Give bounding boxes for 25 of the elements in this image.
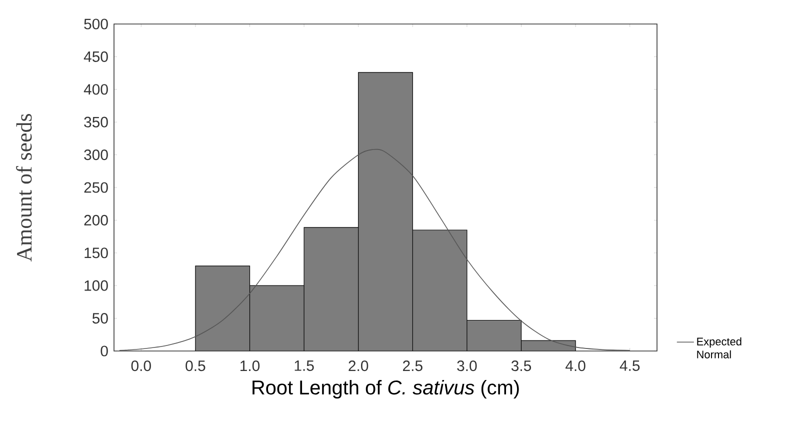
x-tick-label: 4.0: [566, 360, 586, 372]
y-tick-label: 300: [84, 150, 108, 160]
x-tick-label: 0.0: [131, 360, 151, 372]
y-tick-label: 0: [100, 346, 108, 356]
y-tick-label: 400: [84, 84, 108, 95]
x-axis-title: Root Length of C. sativus (cm): [252, 380, 519, 399]
x-tick-label: 3.5: [511, 360, 532, 372]
x-tick-label: 1.5: [294, 360, 314, 371]
x-tick-label: 1.0: [240, 360, 260, 372]
x-tick-label: 3.0: [457, 360, 477, 372]
x-tick-label: 2.5: [403, 360, 422, 372]
x-tick-label: 0.5: [186, 360, 206, 372]
y-tick-label: 250: [84, 182, 108, 193]
y-tick-label: 50: [92, 313, 108, 324]
line-series: [119, 149, 630, 351]
y-tick-label: 100: [84, 280, 108, 291]
y-tick-label: 150: [84, 248, 108, 258]
y-tick-label: 450: [84, 51, 108, 62]
x-tick-label: 2.0: [348, 360, 368, 372]
x-tick-label: 4.5: [620, 360, 640, 371]
y-tick-label: 500: [84, 18, 108, 30]
y-tick-label: 200: [84, 214, 108, 226]
y-axis-title: Amount of seeds: [16, 114, 32, 262]
y-tick-label: 350: [84, 116, 108, 128]
legend-label: Expected Normal: [697, 337, 742, 358]
